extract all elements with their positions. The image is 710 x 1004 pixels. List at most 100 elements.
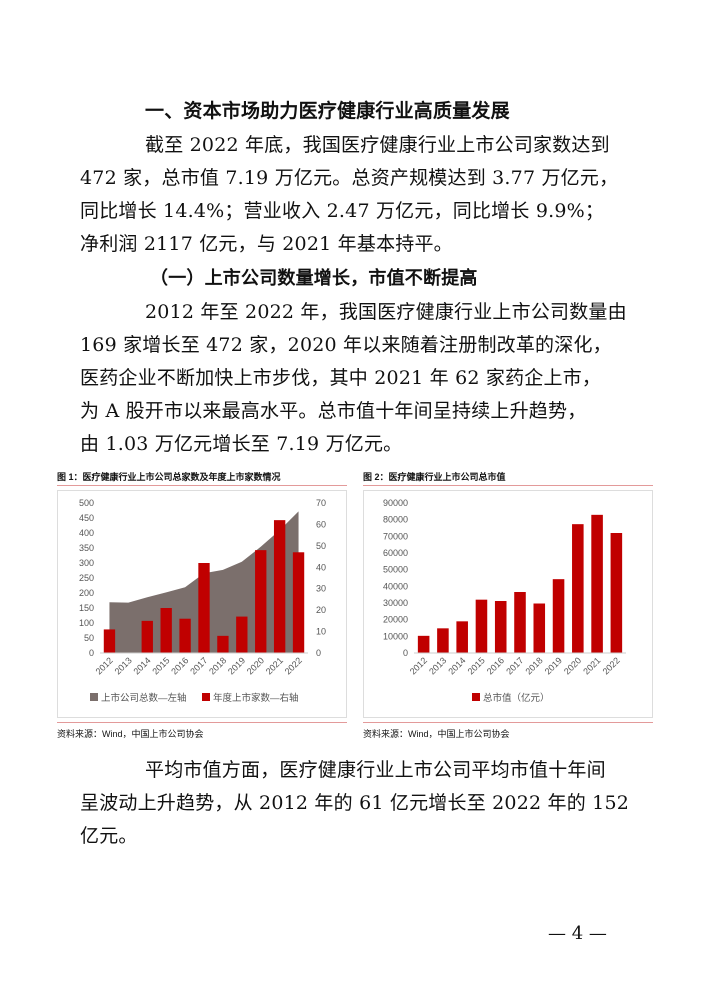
x-tick-label: 2021 xyxy=(581,655,602,676)
legend-swatch xyxy=(472,693,480,701)
figure-1: 图 1：医疗健康行业上市公司总家数及年度上市家数情况 0 50 100 150 200 2… xyxy=(57,470,347,740)
y-right-tick-label: 60 xyxy=(316,519,326,529)
y-tick-label: 60000 xyxy=(383,548,408,558)
legend-swatch xyxy=(90,693,98,701)
y-tick-label: 250 xyxy=(79,573,94,583)
bar-annual-listings xyxy=(103,629,116,653)
x-tick-label: 2021 xyxy=(264,655,285,676)
bar-annual-listings xyxy=(292,552,305,653)
x-tick-label: 2016 xyxy=(169,655,190,676)
x-tick-label: 2018 xyxy=(207,655,228,676)
x-tick-label: 2018 xyxy=(523,655,544,676)
y-tick-label: 50 xyxy=(84,633,94,643)
bar-market-value xyxy=(456,621,468,653)
y-tick-label: 20000 xyxy=(383,615,408,625)
x-tick-label: 2014 xyxy=(131,655,152,676)
chart-1: 0 50 100 150 200 250 300 350 400 450 500 0 10 20 30 40 5… xyxy=(79,498,326,704)
x-tick-label: 2013 xyxy=(113,655,134,676)
y-tick-label: 40000 xyxy=(383,581,408,591)
text-line: 2012 年至 2022 年，我国医疗健康行业上市公司数量由 xyxy=(145,301,627,323)
bar-market-value xyxy=(475,599,488,653)
figure-2-source: 资料来源：Wind，中国上市公司协会 xyxy=(363,722,653,740)
x-tick-label: 2017 xyxy=(504,655,525,676)
figure-1-source: 资料来源：Wind，中国上市公司协会 xyxy=(57,722,347,740)
y-tick-label: 80000 xyxy=(383,515,408,525)
y-tick-label: 400 xyxy=(79,528,94,538)
bar-market-value xyxy=(572,524,584,653)
text-line: 截至 2022 年底，我国医疗健康行业上市公司家数达到 xyxy=(145,134,610,156)
bar-annual-listings xyxy=(255,550,267,653)
x-tick-label: 2015 xyxy=(466,655,487,676)
y-tick-label: 100 xyxy=(79,618,94,628)
legend-label: 上市公司总数—左轴 xyxy=(101,692,187,704)
y-tick-label: 10000 xyxy=(383,631,408,641)
legend-label: 年度上市家数—右轴 xyxy=(213,692,299,704)
bar-annual-listings xyxy=(273,520,286,653)
y-tick-label: 500 xyxy=(79,498,94,508)
y-tick-label: 30000 xyxy=(383,598,408,608)
text-line: 医药企业不断加快上市步伐，其中 2021 年 62 家药企上市， xyxy=(80,367,602,389)
bar-market-value xyxy=(417,635,430,653)
y-tick-label: 450 xyxy=(79,513,94,523)
bar-annual-listings xyxy=(236,616,248,653)
bar-annual-listings xyxy=(198,563,210,653)
text-line: 净利润 2117 亿元，与 2021 年基本持平。 xyxy=(80,233,453,255)
text-line: 169 家增长至 472 家，2020 年以来随着注册制改革的深化， xyxy=(80,334,612,356)
bar-market-value xyxy=(437,628,449,653)
section-heading: 一、资本市场助力医疗健康行业高质量发展 xyxy=(145,100,510,122)
bar-annual-listings xyxy=(141,620,153,653)
y-tick-label: 0 xyxy=(89,648,94,658)
bar-market-value xyxy=(610,533,623,653)
text-line: 亿元。 xyxy=(80,825,138,847)
text-line: 由 1.03 万亿元增长至 7.19 万亿元。 xyxy=(80,433,403,455)
x-tick-label: 2012 xyxy=(408,655,429,676)
y-right-tick-label: 50 xyxy=(316,541,326,551)
figure-1-title: 图 1：医疗健康行业上市公司总家数及年度上市家数情况 xyxy=(57,470,347,486)
legend-swatch xyxy=(202,693,210,701)
y-tick-label: 50000 xyxy=(383,565,408,575)
chart-2: 0 10000 20000 30000 40000 50000 60000 70000 8000… xyxy=(383,498,626,704)
x-tick-label: 2022 xyxy=(283,655,304,676)
bar-market-value xyxy=(494,601,507,653)
bar-annual-listings xyxy=(217,635,229,653)
legend-label: 总市值（亿元） xyxy=(483,692,550,704)
text-line: 为 A 股开市以来最高水平。总市值十年间呈持续上升趋势， xyxy=(80,400,587,422)
x-tick-label: 2015 xyxy=(150,655,171,676)
y-tick-label: 300 xyxy=(79,558,94,568)
y-tick-label: 150 xyxy=(79,603,94,613)
x-tick-label: 2016 xyxy=(485,655,506,676)
y-tick-label: 90000 xyxy=(383,498,408,508)
y-tick-label: 70000 xyxy=(383,531,408,541)
bar-market-value xyxy=(514,592,526,653)
bar-annual-listings xyxy=(179,618,191,653)
text-line: 平均市值方面，医疗健康行业上市公司平均市值十年间 xyxy=(145,759,606,781)
y-right-tick-label: 20 xyxy=(316,605,326,615)
page-number: — 4 — xyxy=(548,923,607,944)
x-tick-label: 2020 xyxy=(245,655,266,676)
bar-market-value xyxy=(591,514,603,653)
bar-annual-listings xyxy=(160,608,172,653)
bar-market-value xyxy=(533,603,546,653)
subsection-heading: （一）上市公司数量增长，市值不断提高 xyxy=(150,268,478,289)
x-tick-label: 2019 xyxy=(543,655,564,676)
y-tick-label: 350 xyxy=(79,543,94,553)
text-line: 呈波动上升趋势，从 2012 年的 61 亿元增长至 2022 年的 152 xyxy=(80,792,630,814)
y-tick-label: 0 xyxy=(403,648,408,658)
figure-2-title: 图 2：医疗健康行业上市公司总市值 xyxy=(363,470,653,486)
y-right-tick-label: 0 xyxy=(316,648,321,658)
text-line: 同比增长 14.4%；营业收入 2.47 万亿元，同比增长 9.9%； xyxy=(80,200,605,222)
x-tick-label: 2022 xyxy=(601,655,622,676)
x-tick-label: 2019 xyxy=(226,655,247,676)
text-line: 472 家，总市值 7.19 万亿元。总资产规模达到 3.77 万亿元， xyxy=(80,167,619,189)
x-tick-label: 2020 xyxy=(562,655,583,676)
x-tick-label: 2012 xyxy=(94,655,115,676)
x-tick-label: 2014 xyxy=(446,655,467,676)
figure-2: 图 2：医疗健康行业上市公司总市值 0 10000 20000 30000 40000 5… xyxy=(363,470,653,740)
y-right-tick-label: 40 xyxy=(316,562,326,572)
x-tick-label: 2013 xyxy=(427,655,448,676)
y-right-tick-label: 30 xyxy=(316,584,326,594)
y-right-tick-label: 70 xyxy=(316,498,326,508)
x-tick-label: 2017 xyxy=(188,655,209,676)
y-tick-label: 200 xyxy=(79,588,94,598)
